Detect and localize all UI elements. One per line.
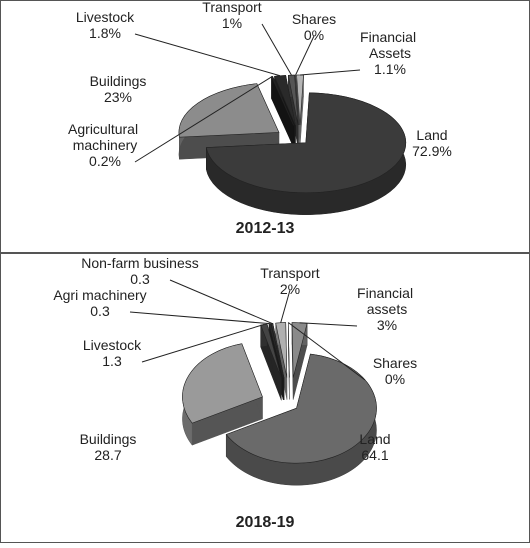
leader-line — [141, 323, 265, 363]
leader-line — [295, 35, 315, 76]
slice — [287, 74, 299, 126]
panel — [0, 253, 530, 543]
value-label: 3% — [377, 317, 397, 333]
slice-rim — [271, 76, 273, 99]
slice-label: Buildings — [90, 73, 147, 89]
slice-label: Financial Assets — [360, 29, 420, 61]
slice-label: Land — [416, 127, 447, 143]
slice-label: Shares — [373, 355, 417, 371]
value-label: 0.3 — [130, 271, 150, 287]
chart-title: 2018-19 — [236, 514, 295, 531]
value-label: 2% — [280, 281, 300, 297]
leader-line — [129, 311, 270, 325]
value-label: 64.1 — [361, 447, 388, 463]
value-label: 0.2% — [89, 153, 121, 169]
value-label: 72.9% — [412, 143, 452, 159]
leader-line — [134, 33, 281, 77]
chart-title: 2012-13 — [236, 220, 295, 237]
slice — [205, 92, 407, 194]
value-label: 1.3 — [102, 353, 122, 369]
slice-label: Buildings — [80, 431, 137, 447]
leader-line — [134, 76, 273, 163]
value-label: 1.1% — [374, 61, 406, 77]
value-label: 1.8% — [89, 25, 121, 41]
leader-line — [300, 69, 361, 76]
slice — [178, 83, 280, 138]
slice-label: Financial assets — [357, 285, 417, 317]
slice — [182, 343, 263, 424]
leader-line — [169, 279, 273, 324]
slice-label: Agri machinery — [53, 287, 146, 303]
leader-line — [299, 322, 358, 327]
slice-label: Agricultural machinery — [68, 121, 142, 153]
slice-label: Shares — [292, 11, 336, 27]
value-label: 1% — [222, 15, 242, 31]
slice-label: Land — [359, 431, 390, 447]
slice-label: Livestock — [76, 9, 135, 25]
leader-line — [280, 289, 291, 323]
slice-label: Transport — [260, 265, 320, 281]
value-label: 28.7 — [94, 447, 121, 463]
slice — [274, 75, 296, 126]
value-label: 0.3 — [90, 303, 110, 319]
slice-label: Livestock — [83, 337, 142, 353]
value-label: 0% — [385, 371, 405, 387]
leader-line — [287, 322, 366, 381]
value-label: 0% — [304, 27, 324, 43]
slice-label: Non-farm business — [81, 255, 199, 271]
slice — [225, 353, 377, 464]
leader-line — [261, 23, 292, 76]
slice-label: Transport — [202, 0, 262, 15]
slice — [287, 322, 290, 378]
value-label: 23% — [104, 89, 132, 105]
